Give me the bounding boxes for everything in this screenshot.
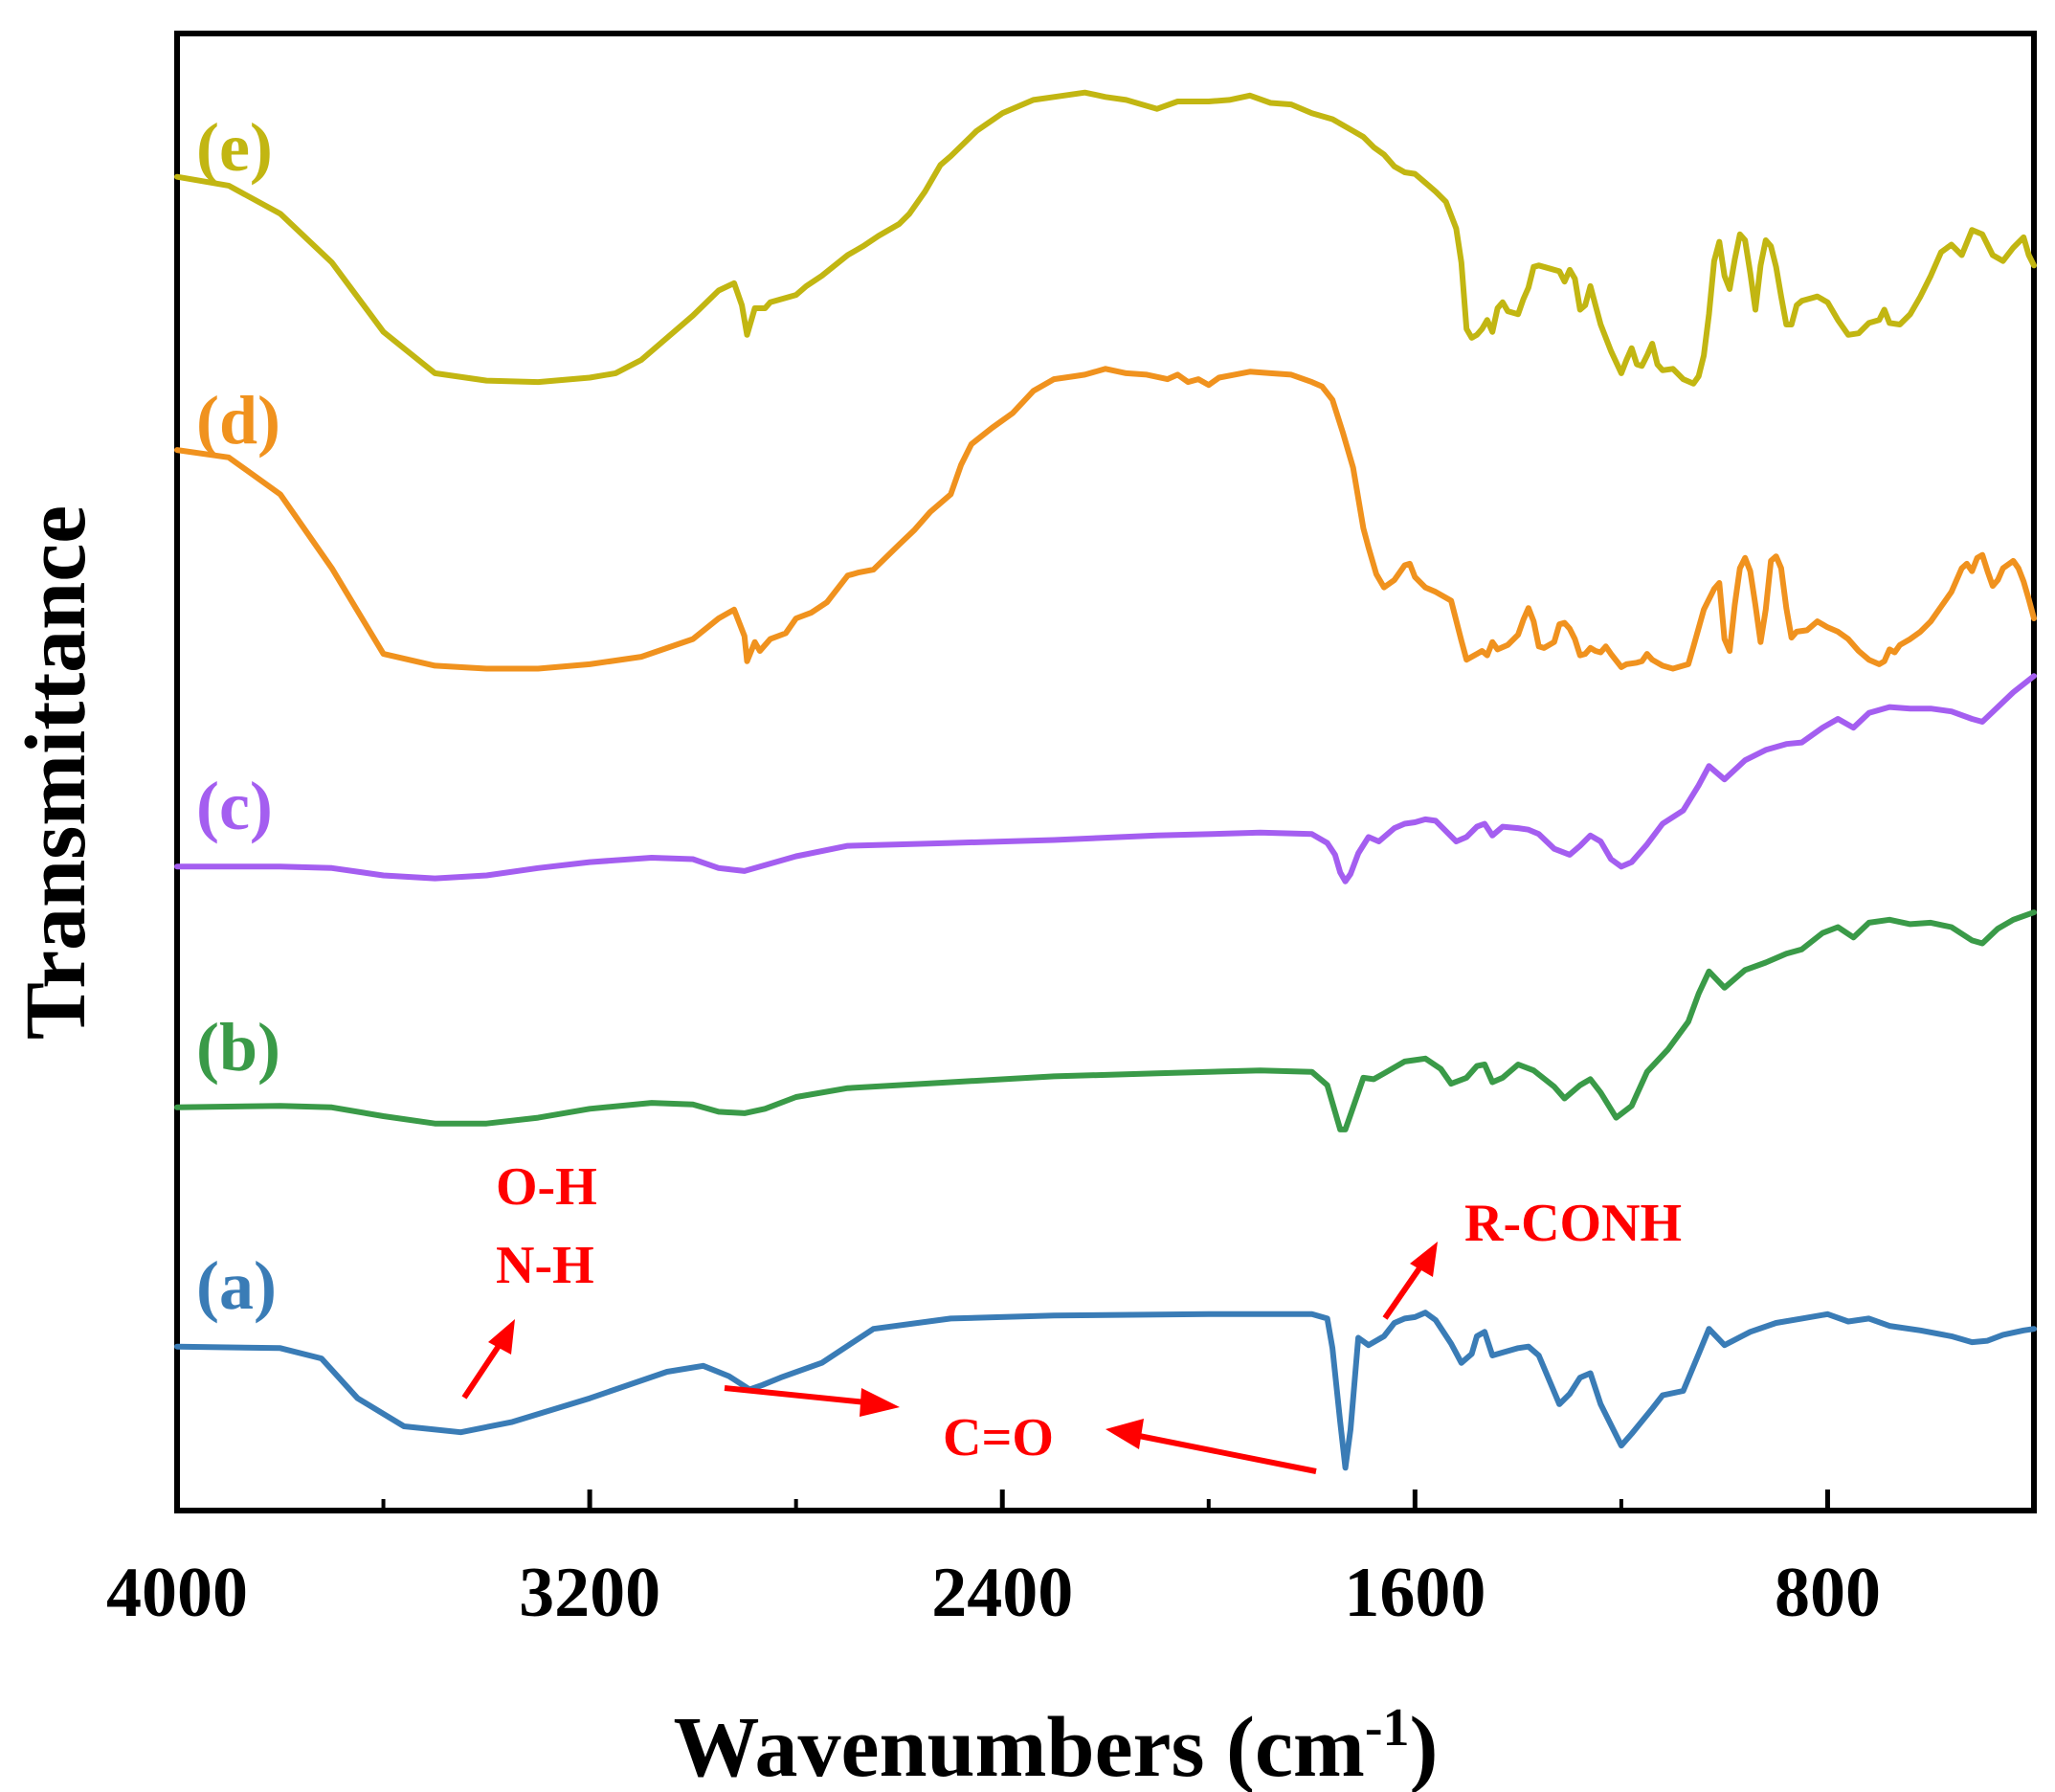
x-tick-label-800: 800 [1775,1554,1881,1632]
arrow-rconh-head [1410,1242,1438,1277]
series-label-e: (e) [196,109,273,186]
series-line-d [174,366,2037,672]
arrow-rconh [1382,1264,1424,1320]
annotation-nh: N-H [496,1236,594,1295]
series-label-a: (a) [196,1247,277,1324]
annotation-co: C=O [943,1408,1054,1467]
annotation-arrows [461,1242,1438,1474]
annotation-rconh: R-CONH [1464,1194,1682,1253]
arrow-oh-nh [461,1338,505,1400]
series-layer [174,89,2037,1471]
series-labels: (e) (d) (c) (b) (a) [196,109,280,1324]
y-axis-title: Transmittance [9,505,103,1040]
x-axis-title-suffix: ) [1410,1700,1439,1792]
series-label-c: (c) [196,768,273,844]
x-axis-title-sup: -1 [1365,1698,1410,1758]
arrow-oh-nh-head [488,1319,515,1355]
series-line-b [174,909,2037,1132]
series-line-a [174,1310,2037,1471]
series-label-b: (b) [196,1009,280,1086]
x-axis-ticks: 4000 3200 2400 1600 800 [106,1490,1881,1632]
x-axis-title: Wavenumbers (cm-1) [673,1698,1438,1792]
x-tick-label-4000: 4000 [106,1554,248,1632]
x-tick-label-1600: 1600 [1344,1554,1485,1632]
plot-frame [174,31,2037,1513]
series-line-e [174,89,2037,387]
arrow-co-left [724,1385,867,1405]
x-axis-title-main: Wavenumbers (cm [673,1700,1364,1792]
arrow-co-right-head [1106,1419,1144,1449]
annotations: O-H N-H C=O R-CONH [461,1157,1682,1474]
x-tick-label-2400: 2400 [931,1554,1073,1632]
series-label-d: (d) [196,382,280,459]
series-line-c [174,673,2037,885]
arrow-co-left-head [860,1388,900,1417]
annotation-oh: O-H [496,1157,597,1217]
arrow-co-right [1138,1433,1317,1474]
x-tick-label-3200: 3200 [519,1554,660,1632]
